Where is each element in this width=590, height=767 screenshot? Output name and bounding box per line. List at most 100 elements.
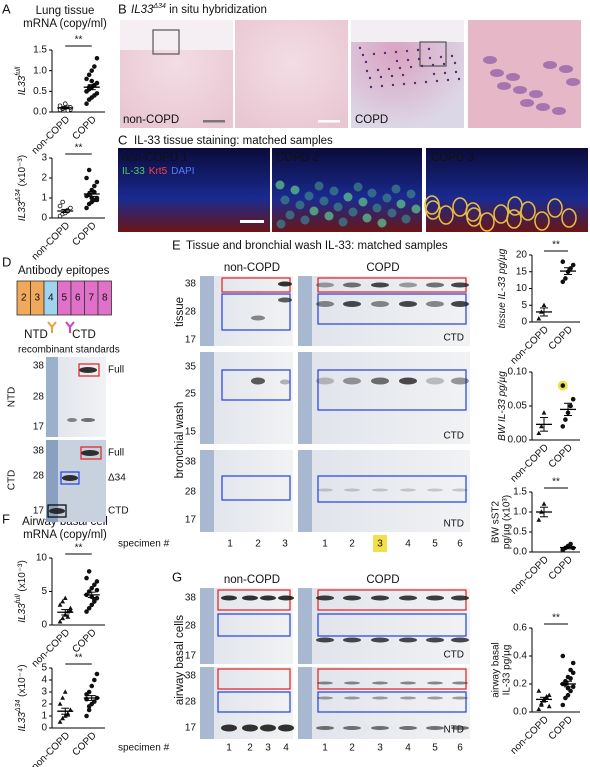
point — [568, 403, 573, 409]
label: Tissue and bronchial wash IL-33: matched… — [186, 240, 448, 252]
label: 0 — [41, 620, 47, 631]
stain-dot — [361, 53, 365, 57]
antibody — [65, 321, 75, 333]
label: A — [2, 1, 11, 16]
point — [94, 91, 100, 96]
blot — [298, 450, 470, 532]
label: 35 — [185, 362, 197, 373]
label: 1 — [322, 743, 328, 754]
blot-band — [371, 377, 389, 385]
point — [94, 587, 100, 593]
blot-band — [344, 696, 360, 700]
y-axis-label-part: IL33 — [17, 712, 28, 732]
outline-box — [317, 369, 467, 411]
label: CTD — [443, 650, 464, 661]
stain-dot — [369, 85, 373, 89]
stain-legend: IL-33 Krt5 DAPI — [122, 166, 194, 177]
nucleus — [276, 219, 286, 229]
point — [570, 396, 576, 402]
blot-band — [426, 637, 444, 643]
point — [86, 589, 92, 594]
point — [84, 609, 89, 614]
significance: ** — [75, 543, 83, 554]
label: 5 — [432, 743, 438, 754]
point — [57, 701, 63, 706]
label: CTD — [7, 470, 18, 491]
nucleus — [377, 218, 387, 228]
x-tick-label: non-COPD — [30, 220, 72, 262]
blot-band — [452, 696, 468, 700]
label: mRNA (copy/ml) — [23, 18, 107, 30]
blot-band — [452, 681, 468, 685]
point — [565, 692, 571, 698]
blot — [298, 276, 470, 346]
stain-dot — [450, 54, 454, 58]
nucleus — [343, 192, 353, 202]
nucleus — [309, 206, 319, 216]
label: CTD — [443, 431, 464, 442]
point — [563, 276, 568, 281]
outline-box — [217, 691, 291, 713]
label: 0.6 — [513, 623, 527, 634]
point — [62, 689, 68, 694]
label: 2 — [349, 743, 355, 754]
nucleus — [406, 189, 416, 199]
point — [568, 541, 573, 547]
x-tick-label: COPD — [71, 730, 99, 758]
label: 17 — [185, 651, 197, 662]
point — [92, 582, 97, 588]
stain-dot — [406, 58, 410, 62]
blot-band — [81, 418, 95, 422]
label: 5 — [41, 663, 47, 674]
cell — [507, 196, 523, 216]
label: 5 — [41, 586, 47, 597]
blot-band — [316, 301, 334, 307]
label: 1.5 — [513, 487, 527, 498]
nucleus — [304, 191, 314, 201]
label: 0.0 — [513, 547, 527, 558]
stain-dot — [454, 70, 458, 74]
stain-blob — [506, 73, 520, 81]
point — [541, 410, 547, 415]
point — [536, 688, 542, 693]
label: 5 — [432, 539, 438, 550]
stain-dot — [428, 56, 432, 60]
blot-band — [427, 696, 443, 700]
blot-band — [427, 488, 443, 492]
nucleus — [295, 200, 305, 210]
label: 15 — [516, 266, 528, 277]
y-axis-label: airway basal — [491, 642, 502, 698]
stain-dot — [368, 76, 372, 80]
blot-band — [452, 488, 468, 492]
label: 1 — [227, 539, 233, 550]
stain-dot — [364, 60, 368, 64]
highlight-box — [373, 535, 387, 552]
x-tick-label: non-COPD — [509, 442, 551, 484]
nucleus — [314, 181, 324, 191]
blot-band — [242, 595, 258, 601]
point — [65, 614, 71, 619]
blot — [298, 352, 470, 444]
nucleus — [353, 182, 363, 192]
label: 0.4 — [513, 651, 527, 662]
ladder — [46, 440, 58, 522]
y-axis-label-sup: full — [15, 594, 22, 603]
ladder — [200, 667, 214, 739]
stain-dot — [442, 62, 446, 66]
point — [62, 101, 68, 107]
y-axis-label: pg/µg (x10³) — [502, 495, 513, 549]
point — [560, 259, 566, 265]
nucleus — [387, 208, 397, 218]
y-axis-label: tissue IL-33 pg/µg — [497, 248, 508, 328]
point — [92, 64, 97, 69]
point — [62, 713, 68, 718]
point — [60, 598, 66, 604]
label: COPD — [355, 114, 388, 126]
point — [57, 602, 63, 607]
blot-band — [67, 418, 77, 422]
y-axis-label-part: IL33 — [17, 603, 28, 623]
blot-band — [399, 377, 417, 385]
blot-band — [317, 488, 333, 492]
point — [560, 653, 566, 659]
